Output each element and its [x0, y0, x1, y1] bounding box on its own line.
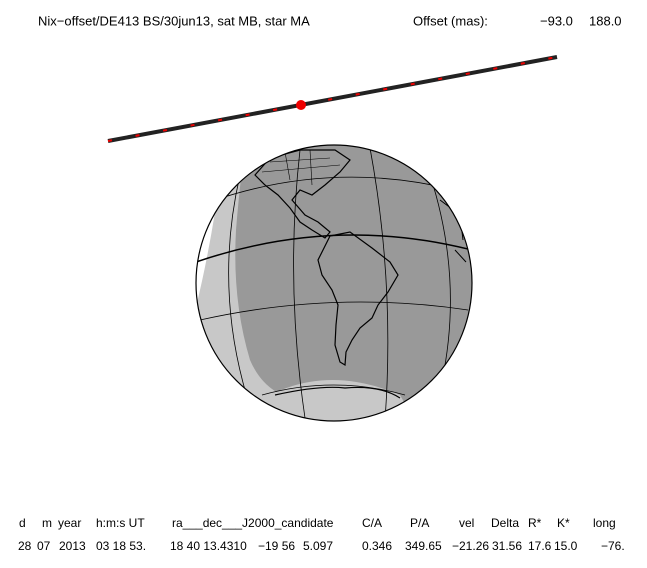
column-header: vel	[459, 516, 474, 530]
cell: 5.097	[303, 539, 333, 553]
cell: −76.	[601, 539, 625, 553]
title: Nix−offset/DE413 BS/30jun13, sat MB, sta…	[38, 13, 310, 28]
cell: 349.65	[405, 539, 442, 553]
cell: 28	[18, 539, 32, 553]
cell: −21.26	[452, 539, 489, 553]
cell: 2013	[59, 539, 86, 553]
column-header: R*	[528, 516, 542, 530]
cell: 15.0	[554, 539, 578, 553]
cell: −19 56	[258, 539, 295, 553]
offset-label: Offset (mas):	[413, 13, 488, 28]
offset-y: 188.0	[589, 13, 622, 28]
column-header: K*	[557, 516, 570, 530]
cell: 18 40 13.4310	[170, 539, 247, 553]
column-header: year	[58, 516, 81, 530]
column-header: C/A	[362, 516, 382, 530]
shadow-path	[107, 55, 558, 143]
cell: 0.346	[362, 539, 392, 553]
column-header: long	[593, 516, 616, 530]
column-header: d	[19, 516, 26, 530]
cell: 17.6	[528, 539, 552, 553]
column-header: ra___dec___J2000_candidate	[172, 516, 334, 530]
cell: 31.56	[492, 539, 522, 553]
column-header: h:m:s UT	[96, 516, 145, 530]
column-header: P/A	[410, 516, 429, 530]
cell: 07	[37, 539, 51, 553]
cell: 03 18 53.	[96, 539, 146, 553]
column-header: m	[42, 516, 52, 530]
column-header: Delta	[491, 516, 519, 530]
globe	[195, 144, 473, 422]
event-table: d m year h:m:s UT ra___dec___J2000_candidate…	[18, 516, 625, 553]
offset-x: −93.0	[540, 13, 573, 28]
